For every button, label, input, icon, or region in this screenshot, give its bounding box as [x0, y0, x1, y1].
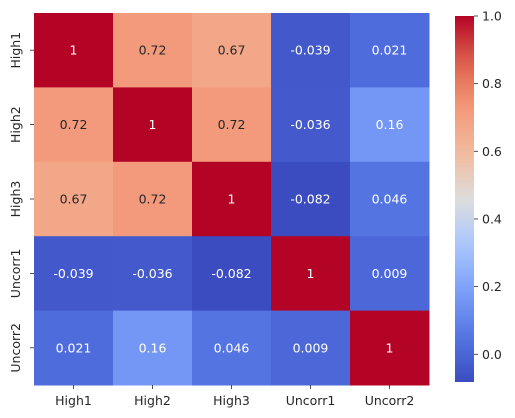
- x-axis: High1 High2 High3 Uncorr1 Uncorr2: [55, 385, 414, 408]
- heatmap-cell-High3-High2: [113, 161, 193, 237]
- y-tick-label: High2: [8, 106, 23, 143]
- colorbar-tick-label: 0.2: [482, 279, 502, 294]
- cell-label: 0.009: [372, 266, 408, 281]
- y-axis: High1 High2 High3 Uncorr1 Uncorr2: [8, 32, 34, 373]
- colorbar-gradient: [455, 16, 474, 382]
- cell-label: 0.72: [139, 43, 167, 58]
- cell-label: 0.72: [139, 192, 167, 207]
- heatmap-cell-Uncorr1-Uncorr1: [271, 236, 351, 312]
- cell-label: 0.021: [56, 340, 92, 355]
- colorbar-tick-label: 0.6: [482, 144, 502, 159]
- heatmap-cell-Uncorr1-High2: [113, 236, 193, 312]
- cell-label: 0.021: [372, 43, 408, 58]
- cell-label: 0.16: [139, 340, 167, 355]
- heatmap-cell-Uncorr1-High3: [192, 236, 272, 312]
- cell-label: 0.009: [293, 340, 329, 355]
- heatmap-cell-High3-High1: [34, 161, 114, 237]
- cell-label: -0.082: [211, 266, 251, 281]
- heatmap-cells: 1 0.72 0.67 -0.039 0.021 0.72 1 0.72 -0.036 0.16 0…: [34, 13, 430, 386]
- cell-label: -0.036: [132, 266, 172, 281]
- colorbar-tick-label: 0.0: [482, 347, 502, 362]
- x-tick-label: High3: [213, 393, 250, 408]
- cell-label: 1: [70, 43, 78, 58]
- cell-label: 1: [149, 117, 157, 132]
- heatmap-cell-Uncorr1-High1: [34, 236, 114, 312]
- cell-label: 0.72: [218, 117, 246, 132]
- cell-label: 1: [307, 266, 315, 281]
- y-tick-label: High3: [8, 181, 23, 218]
- heatmap-cell-Uncorr2-Uncorr1: [271, 310, 351, 386]
- heatmap-cell-High3-High3: [192, 161, 272, 237]
- cell-label: -0.082: [290, 192, 330, 207]
- y-tick-label: High1: [8, 32, 23, 69]
- heatmap-cell-High2-High1: [34, 87, 114, 163]
- heatmap-cell-High1-High2: [113, 13, 193, 88]
- cell-label: -0.039: [290, 43, 330, 58]
- y-tick-label: Uncorr2: [8, 323, 23, 373]
- heatmap-cell-High1-High3: [192, 13, 272, 88]
- colorbar-tick-label: 0.8: [482, 76, 502, 91]
- heatmap-cell-Uncorr2-High2: [113, 310, 193, 386]
- colorbar-tick-label: 1.0: [482, 9, 502, 24]
- heatmap-cell-High1-High1: [34, 13, 114, 88]
- heatmap-cell-High2-Uncorr1: [271, 87, 351, 163]
- cell-label: 1: [228, 192, 236, 207]
- heatmap-cell-High3-Uncorr1: [271, 161, 351, 237]
- x-tick-label: Uncorr1: [286, 393, 336, 408]
- cell-label: 0.046: [372, 192, 408, 207]
- heatmap-cell-Uncorr1-Uncorr2: [350, 236, 430, 312]
- heatmap-cell-Uncorr2-Uncorr2: [350, 310, 430, 386]
- y-tick-label: Uncorr1: [8, 249, 23, 299]
- heatmap-cell-Uncorr2-High1: [34, 310, 114, 386]
- heatmap-cell-Uncorr2-High3: [192, 310, 272, 386]
- heatmap-cell-High3-Uncorr2: [350, 161, 430, 237]
- heatmap-cell-High1-Uncorr1: [271, 13, 351, 88]
- cell-label: -0.036: [290, 117, 330, 132]
- cell-label: 1: [386, 340, 394, 355]
- colorbar-tick-label: 0.4: [482, 211, 502, 226]
- cell-label: 0.67: [60, 192, 88, 207]
- cell-label: 0.046: [214, 340, 250, 355]
- heatmap-cell-High2-High2: [113, 87, 193, 163]
- cell-label: 0.67: [218, 43, 246, 58]
- x-tick-label: High1: [55, 393, 92, 408]
- colorbar: 0.0 0.2 0.4 0.6 0.8 1.0: [455, 9, 502, 382]
- cell-label: 0.16: [376, 117, 404, 132]
- x-tick-label: Uncorr2: [365, 393, 415, 408]
- cell-label: 0.72: [60, 117, 88, 132]
- x-tick-label: High2: [134, 393, 171, 408]
- heatmap-cell-High2-Uncorr2: [350, 87, 430, 163]
- heatmap-cell-High2-High3: [192, 87, 272, 163]
- heatmap-cell-High1-Uncorr2: [350, 13, 430, 88]
- cell-label: -0.039: [53, 266, 93, 281]
